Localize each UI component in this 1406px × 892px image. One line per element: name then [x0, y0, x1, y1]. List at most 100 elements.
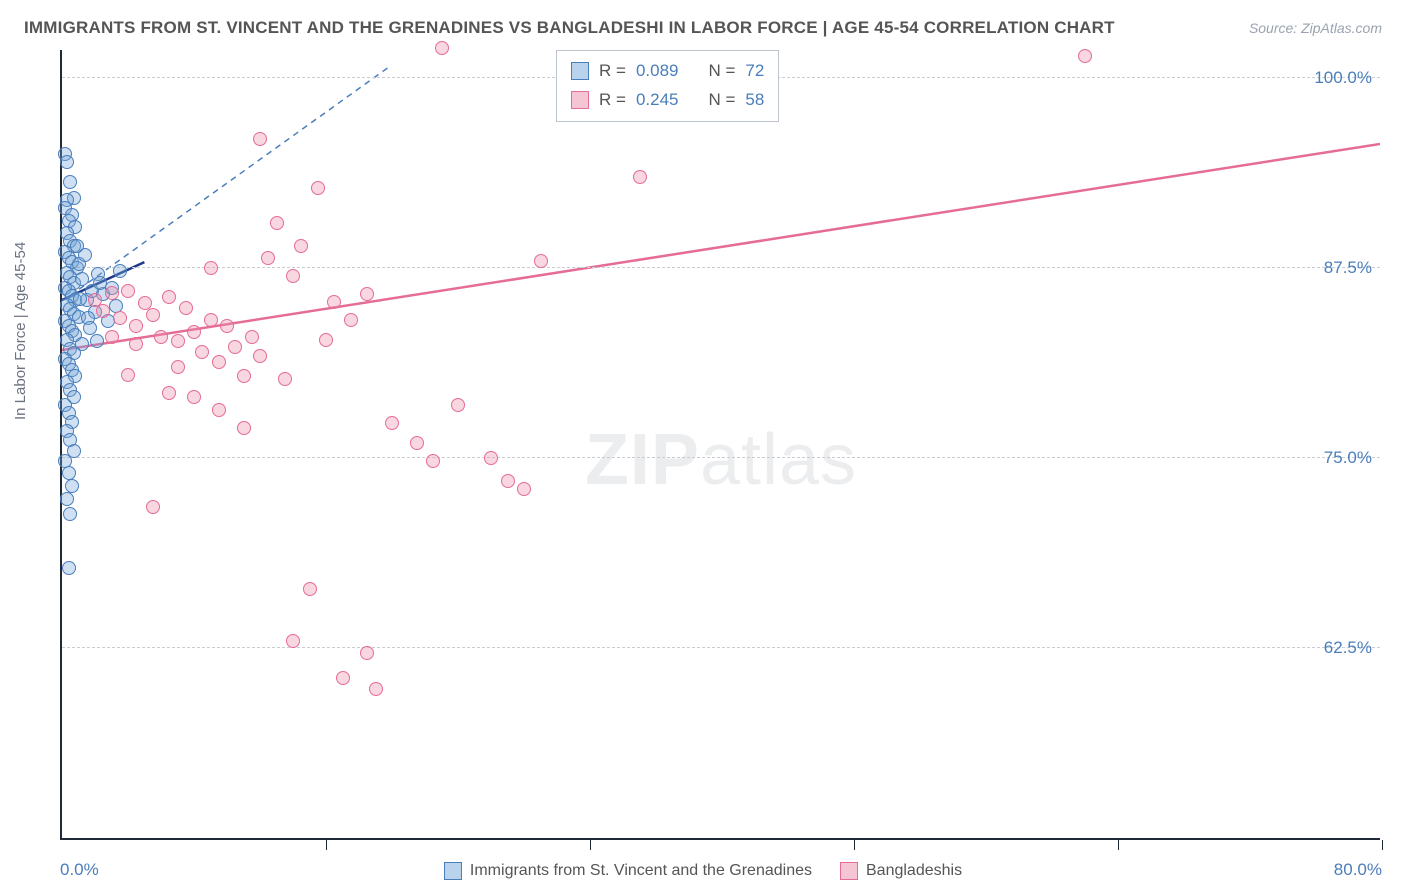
data-point: [171, 334, 185, 348]
data-point: [286, 269, 300, 283]
trend-lines-svg: [62, 50, 1380, 838]
data-point: [336, 671, 350, 685]
data-point: [286, 634, 300, 648]
data-point: [63, 175, 77, 189]
data-point: [105, 330, 119, 344]
data-point: [60, 492, 74, 506]
data-point: [212, 355, 226, 369]
data-point: [63, 507, 77, 521]
data-point: [327, 295, 341, 309]
n-label: N =: [708, 86, 735, 115]
data-point: [146, 308, 160, 322]
y-axis-tick-label: 100.0%: [1314, 68, 1372, 88]
data-point: [162, 386, 176, 400]
data-point: [187, 325, 201, 339]
data-point: [83, 321, 97, 335]
data-point: [278, 372, 292, 386]
data-point: [294, 239, 308, 253]
legend-label-1: Immigrants from St. Vincent and the Gren…: [470, 862, 812, 880]
data-point: [369, 682, 383, 696]
data-point: [261, 251, 275, 265]
data-point: [204, 313, 218, 327]
data-point: [121, 368, 135, 382]
data-point: [237, 421, 251, 435]
data-point: [121, 284, 135, 298]
data-point: [179, 301, 193, 315]
data-point: [426, 454, 440, 468]
legend-stats-row-2: R = 0.245 N = 58: [571, 86, 764, 115]
gridline-h: [62, 267, 1380, 268]
data-point: [360, 287, 374, 301]
data-point: [228, 340, 242, 354]
legend-stats-row-1: R = 0.089 N = 72: [571, 57, 764, 86]
legend-stats-box: R = 0.089 N = 72 R = 0.245 N = 58: [556, 50, 779, 122]
y-axis-tick-label: 75.0%: [1324, 448, 1372, 468]
x-axis-max-label: 80.0%: [1334, 860, 1382, 880]
y-axis-tick-label: 62.5%: [1324, 638, 1372, 658]
data-point: [410, 436, 424, 450]
data-point: [60, 155, 74, 169]
swatch-pink-icon: [571, 91, 589, 109]
data-point: [385, 416, 399, 430]
n-value-1: 72: [745, 57, 764, 86]
n-label: N =: [708, 57, 735, 86]
data-point: [484, 451, 498, 465]
gridline-h: [62, 647, 1380, 648]
data-point: [633, 170, 647, 184]
data-point: [154, 330, 168, 344]
y-axis-label: In Labor Force | Age 45-54: [12, 242, 29, 420]
data-point: [113, 264, 127, 278]
data-point: [90, 334, 104, 348]
data-point: [146, 500, 160, 514]
watermark-thin: atlas: [700, 420, 857, 500]
data-point: [195, 345, 209, 359]
x-axis-tick: [1382, 840, 1383, 850]
r-value-1: 0.089: [636, 57, 679, 86]
data-point: [270, 216, 284, 230]
r-value-2: 0.245: [636, 86, 679, 115]
r-label: R =: [599, 86, 626, 115]
watermark: ZIPatlas: [585, 419, 857, 501]
data-point: [171, 360, 185, 374]
data-point: [303, 582, 317, 596]
data-point: [220, 319, 234, 333]
data-point: [65, 479, 79, 493]
legend-item-2: Bangladeshis: [840, 862, 962, 880]
data-point: [319, 333, 333, 347]
data-point: [96, 304, 110, 318]
data-point: [204, 261, 218, 275]
watermark-bold: ZIP: [585, 420, 700, 500]
n-value-2: 58: [745, 86, 764, 115]
data-point: [129, 319, 143, 333]
chart-title: IMMIGRANTS FROM ST. VINCENT AND THE GREN…: [24, 18, 1115, 38]
swatch-blue-icon: [444, 862, 462, 880]
data-point: [113, 311, 127, 325]
x-axis-tick: [326, 840, 327, 850]
x-axis-tick: [590, 840, 591, 850]
data-point: [75, 272, 89, 286]
data-point: [62, 561, 76, 575]
legend-label-2: Bangladeshis: [866, 862, 962, 880]
data-point: [187, 390, 201, 404]
data-point: [162, 290, 176, 304]
data-point: [360, 646, 374, 660]
legend-bottom: Immigrants from St. Vincent and the Gren…: [0, 862, 1406, 880]
data-point: [212, 403, 226, 417]
x-axis-tick: [854, 840, 855, 850]
x-axis-origin-label: 0.0%: [60, 860, 99, 880]
data-point: [501, 474, 515, 488]
data-point: [253, 132, 267, 146]
swatch-blue-icon: [571, 62, 589, 80]
data-point: [129, 337, 143, 351]
data-point: [245, 330, 259, 344]
y-axis-tick-label: 87.5%: [1324, 258, 1372, 278]
data-point: [237, 369, 251, 383]
data-point: [517, 482, 531, 496]
data-point: [73, 292, 87, 306]
data-point: [435, 41, 449, 55]
data-point: [70, 239, 84, 253]
data-point: [344, 313, 358, 327]
x-axis-tick: [1118, 840, 1119, 850]
gridline-h: [62, 457, 1380, 458]
source-attribution: Source: ZipAtlas.com: [1249, 20, 1382, 36]
